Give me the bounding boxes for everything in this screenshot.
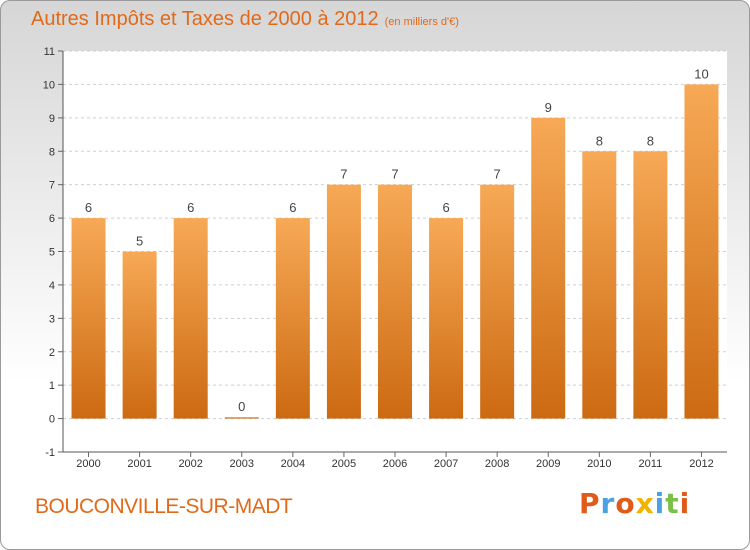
y-tick-label: 3 <box>49 313 55 325</box>
chart-unit: (en milliers d'€) <box>384 16 459 28</box>
x-tick-label: 2009 <box>536 458 560 470</box>
y-tick-label: 10 <box>43 79 55 91</box>
bar <box>224 417 259 419</box>
bar <box>684 84 719 419</box>
bar-value-label: 6 <box>289 200 296 215</box>
bar-value-label: 6 <box>85 200 92 215</box>
x-tick-label: 2010 <box>587 458 611 470</box>
y-tick-label: 9 <box>49 113 55 125</box>
bar <box>122 251 157 419</box>
x-tick-label: 2008 <box>485 458 509 470</box>
bar-value-label: 7 <box>340 167 347 182</box>
y-tick-label: 5 <box>49 247 55 259</box>
x-tick-label: 2004 <box>281 458 305 470</box>
y-tick-label: 6 <box>49 213 55 225</box>
y-tick-label: 2 <box>49 347 55 359</box>
bar <box>582 151 617 419</box>
x-tick-label: 2003 <box>230 458 254 470</box>
bar <box>378 184 412 419</box>
logo-letter: i <box>654 487 666 520</box>
bar-value-label: 5 <box>136 234 143 249</box>
bar <box>480 184 515 419</box>
logo-letter: i <box>679 487 691 520</box>
commune-name: BOUCONVILLE-SUR-MADT <box>35 495 293 518</box>
bar-value-label: 10 <box>694 66 708 81</box>
bar <box>275 218 310 419</box>
y-tick-label: 1 <box>49 380 55 392</box>
logo-letter: t <box>665 487 680 520</box>
x-tick-label: 2006 <box>383 458 407 470</box>
y-tick-label: 8 <box>49 146 55 158</box>
bar-value-label: 9 <box>545 100 552 115</box>
y-tick-label: 0 <box>49 414 55 426</box>
bar-value-label: 8 <box>647 133 654 148</box>
bar-value-label: 6 <box>187 200 194 215</box>
logo-letter: P <box>579 487 601 520</box>
x-tick-label: 2002 <box>178 458 202 470</box>
bar-value-label: 6 <box>442 200 449 215</box>
x-tick-label: 2001 <box>127 458 151 470</box>
bar <box>531 117 566 419</box>
bar <box>173 218 208 419</box>
y-tick-label: 7 <box>49 180 55 192</box>
proxiti-logo: Proxiti <box>579 487 690 520</box>
chart-title: Autres Impôts et Taxes de 2000 à 2012 (en… <box>31 8 459 31</box>
chart-title-text: Autres Impôts et Taxes de 2000 à 2012 <box>31 8 379 30</box>
y-tick-label: 11 <box>44 46 55 58</box>
x-tick-label: 2000 <box>76 458 100 470</box>
logo-letter: x <box>635 487 655 520</box>
logo-letter: r <box>600 487 616 520</box>
y-tick-label: 4 <box>49 280 55 292</box>
x-tick-label: 2007 <box>434 458 458 470</box>
x-tick-label: 2011 <box>639 458 663 470</box>
bar-value-label: 7 <box>494 167 501 182</box>
x-tick-label: 2005 <box>332 458 356 470</box>
x-tick-label: 2012 <box>689 458 713 470</box>
bar-value-label: 0 <box>238 399 245 414</box>
bar-value-label: 7 <box>391 167 398 182</box>
y-tick-label: -1 <box>45 447 55 459</box>
bar <box>71 218 106 419</box>
bar <box>326 184 361 419</box>
logo-letter: o <box>615 487 636 520</box>
bar-value-label: 8 <box>596 133 603 148</box>
bar <box>429 218 464 419</box>
bar <box>633 151 668 419</box>
